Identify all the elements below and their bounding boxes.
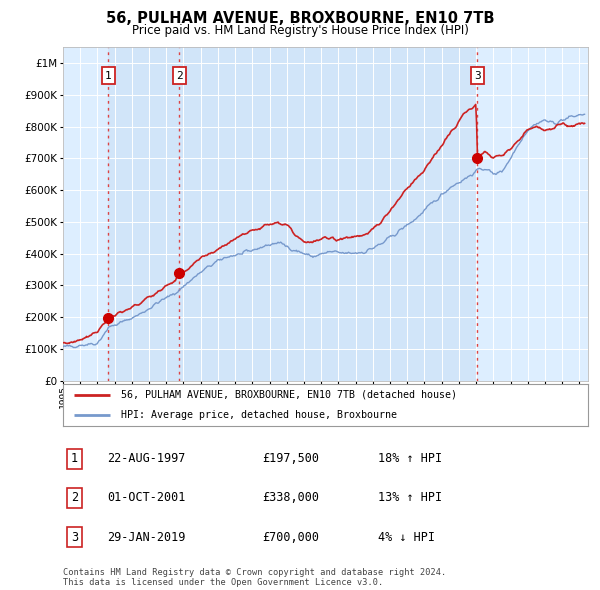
Text: 1: 1 <box>71 452 78 465</box>
Text: 13% ↑ HPI: 13% ↑ HPI <box>378 491 442 504</box>
Text: 2: 2 <box>176 71 182 80</box>
Text: 4% ↓ HPI: 4% ↓ HPI <box>378 531 435 544</box>
Bar <box>179 47 478 381</box>
Text: Price paid vs. HM Land Registry's House Price Index (HPI): Price paid vs. HM Land Registry's House … <box>131 24 469 37</box>
Text: 01-OCT-2001: 01-OCT-2001 <box>107 491 186 504</box>
Text: 22-AUG-1997: 22-AUG-1997 <box>107 452 186 465</box>
Text: 2: 2 <box>71 491 78 504</box>
Text: HPI: Average price, detached house, Broxbourne: HPI: Average price, detached house, Brox… <box>121 409 397 419</box>
Text: 18% ↑ HPI: 18% ↑ HPI <box>378 452 442 465</box>
Text: £338,000: £338,000 <box>263 491 320 504</box>
Text: £197,500: £197,500 <box>263 452 320 465</box>
Bar <box>109 47 179 381</box>
Text: £700,000: £700,000 <box>263 531 320 544</box>
Text: 29-JAN-2019: 29-JAN-2019 <box>107 531 186 544</box>
Text: 56, PULHAM AVENUE, BROXBOURNE, EN10 7TB: 56, PULHAM AVENUE, BROXBOURNE, EN10 7TB <box>106 11 494 25</box>
Text: 1: 1 <box>105 71 112 80</box>
Text: 56, PULHAM AVENUE, BROXBOURNE, EN10 7TB (detached house): 56, PULHAM AVENUE, BROXBOURNE, EN10 7TB … <box>121 390 457 400</box>
Text: 3: 3 <box>71 531 78 544</box>
Text: 3: 3 <box>474 71 481 80</box>
Text: Contains HM Land Registry data © Crown copyright and database right 2024.
This d: Contains HM Land Registry data © Crown c… <box>63 568 446 587</box>
